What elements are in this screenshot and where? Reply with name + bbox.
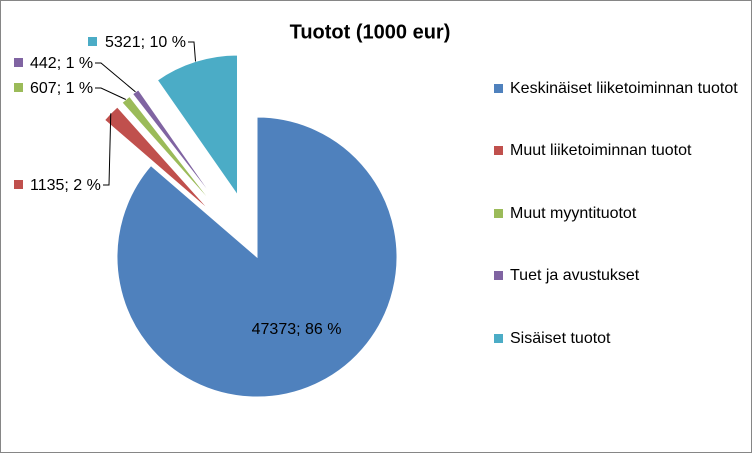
label-marker <box>88 37 97 46</box>
legend-marker <box>494 334 503 343</box>
pie-slice <box>156 54 239 197</box>
legend-label: Tuet ja avustukset <box>510 267 640 284</box>
leader-line <box>95 62 136 93</box>
legend-marker <box>494 146 503 155</box>
legend-label: Keskinäiset liiketoiminnan tuotot <box>510 80 738 97</box>
leader-line <box>103 113 112 186</box>
data-label: 47373; 86 % <box>251 321 342 339</box>
leader-line <box>188 41 197 62</box>
legend-marker <box>494 209 503 218</box>
pie-slice <box>121 95 216 208</box>
legend-label: Muut myyntituotot <box>510 205 637 222</box>
leader-line <box>95 87 126 100</box>
label-marker <box>14 180 23 189</box>
chart-title: Tuotot (1000 eur) <box>290 21 451 43</box>
data-label: 607; 1 % <box>30 80 94 97</box>
data-label: 442; 1 % <box>30 55 94 72</box>
legend-marker <box>494 84 503 93</box>
legend-label: Muut liiketoiminnan tuotot <box>510 142 692 159</box>
label-marker <box>14 58 23 67</box>
pie-slice <box>116 116 398 398</box>
label-marker <box>14 83 23 92</box>
legend-label: Sisäiset tuotot <box>510 330 611 347</box>
data-label: 5321; 10 % <box>105 34 186 51</box>
data-label: 1135; 2 % <box>30 177 101 194</box>
legend-marker <box>494 271 503 280</box>
